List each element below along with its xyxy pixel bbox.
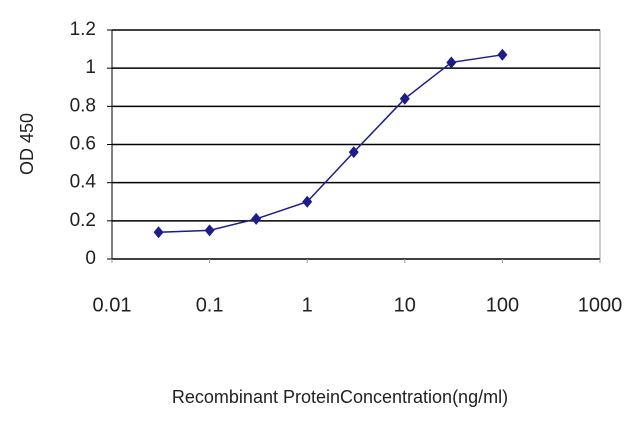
y-axis-label: OD 450 <box>17 113 37 175</box>
x-axis-label: Recombinant ProteinConcentration(ng/ml) <box>172 387 508 407</box>
x-tick-label: 0.1 <box>196 294 224 316</box>
y-tick-label: 0 <box>85 248 96 269</box>
y-tick-label: 0.4 <box>70 172 97 193</box>
data-point <box>153 226 164 239</box>
x-tick-label: 1000 <box>578 294 623 316</box>
data-line <box>158 54 503 234</box>
data-point <box>446 56 457 69</box>
y-tick-label: 0.2 <box>70 210 96 231</box>
data-point <box>348 146 359 159</box>
data-point <box>204 224 215 237</box>
data-point <box>399 92 410 105</box>
data-point <box>497 48 508 61</box>
y-tick-label: 1.2 <box>70 19 96 40</box>
x-tick-label: 1 <box>302 294 313 316</box>
y-tick-label: 0.8 <box>70 95 96 116</box>
y-tick-label: 1 <box>85 57 96 78</box>
x-tick-label: 0.01 <box>93 294 132 316</box>
x-tick-label: 10 <box>394 294 416 316</box>
y-tick-label: 0.6 <box>70 134 96 155</box>
x-tick-label: 100 <box>486 294 519 316</box>
data-point <box>302 195 313 208</box>
data-point <box>251 212 262 225</box>
